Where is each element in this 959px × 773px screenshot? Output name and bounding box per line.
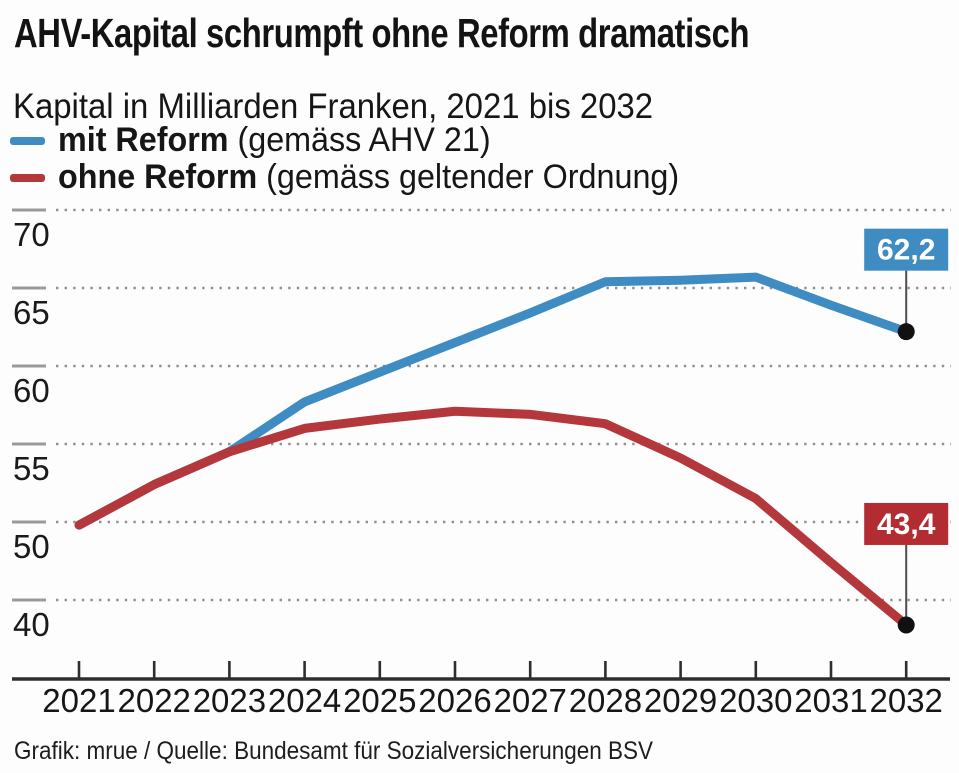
legend-name-ohne-reform: ohne Reform xyxy=(58,158,258,196)
page-title: AHV-Kapital schrumpft ohne Reform dramat… xyxy=(14,10,750,56)
chart-subtitle: Kapital in Milliarden Franken, 2021 bis … xyxy=(13,87,654,126)
y-tick-label: 50 xyxy=(13,528,50,565)
x-tick-label: 2025 xyxy=(343,682,416,719)
source-credit: Grafik: mrue / Quelle: Bundesamt für Soz… xyxy=(14,737,654,765)
legend-swatch-mit-reform xyxy=(10,136,45,145)
series-line-ohne-reform xyxy=(74,406,911,630)
x-tick-label: 2026 xyxy=(418,682,491,719)
value-callout-box xyxy=(864,228,949,271)
legend-desc-ohne-reform: (gemäss geltender Ordnung) xyxy=(257,158,680,196)
y-tick-label: 40 xyxy=(13,606,50,643)
value-callout-label: 43,4 xyxy=(877,508,936,541)
legend-item-mit-reform: mit Reform (gemäss AHV 21) xyxy=(10,121,712,159)
legend-desc-mit-reform: (gemäss AHV 21) xyxy=(228,121,491,159)
legend-swatch-ohne-reform xyxy=(10,173,45,182)
x-tick-label: 2029 xyxy=(644,682,717,719)
legend-item-ohne-reform: ohne Reform (gemäss geltender Ordnung) xyxy=(10,158,712,196)
x-tick-label: 2032 xyxy=(869,682,942,719)
value-callout-box xyxy=(864,502,949,545)
x-tick-label: 2024 xyxy=(268,682,341,719)
x-tick-label: 2027 xyxy=(493,682,566,719)
y-tick-label: 65 xyxy=(13,294,50,331)
value-callout-label: 62,2 xyxy=(877,234,935,267)
x-tick-label: 2022 xyxy=(117,682,190,719)
x-tick-label: 2028 xyxy=(569,682,642,719)
y-tick-label: 55 xyxy=(13,450,50,487)
x-tick-label: 2030 xyxy=(719,682,792,719)
x-tick-label: 2023 xyxy=(193,682,266,719)
legend: mit Reform (gemäss AHV 21) ohne Reform (… xyxy=(10,121,712,196)
x-tick-label: 2031 xyxy=(794,682,867,719)
y-tick-label: 70 xyxy=(13,216,50,253)
series-line-mit-reform xyxy=(74,272,911,530)
x-tick-label: 2021 xyxy=(42,682,115,719)
legend-name-mit-reform: mit Reform xyxy=(58,121,229,159)
endpoint-dot xyxy=(897,323,915,341)
y-tick-label: 60 xyxy=(13,372,50,409)
endpoint-dot xyxy=(897,616,915,634)
